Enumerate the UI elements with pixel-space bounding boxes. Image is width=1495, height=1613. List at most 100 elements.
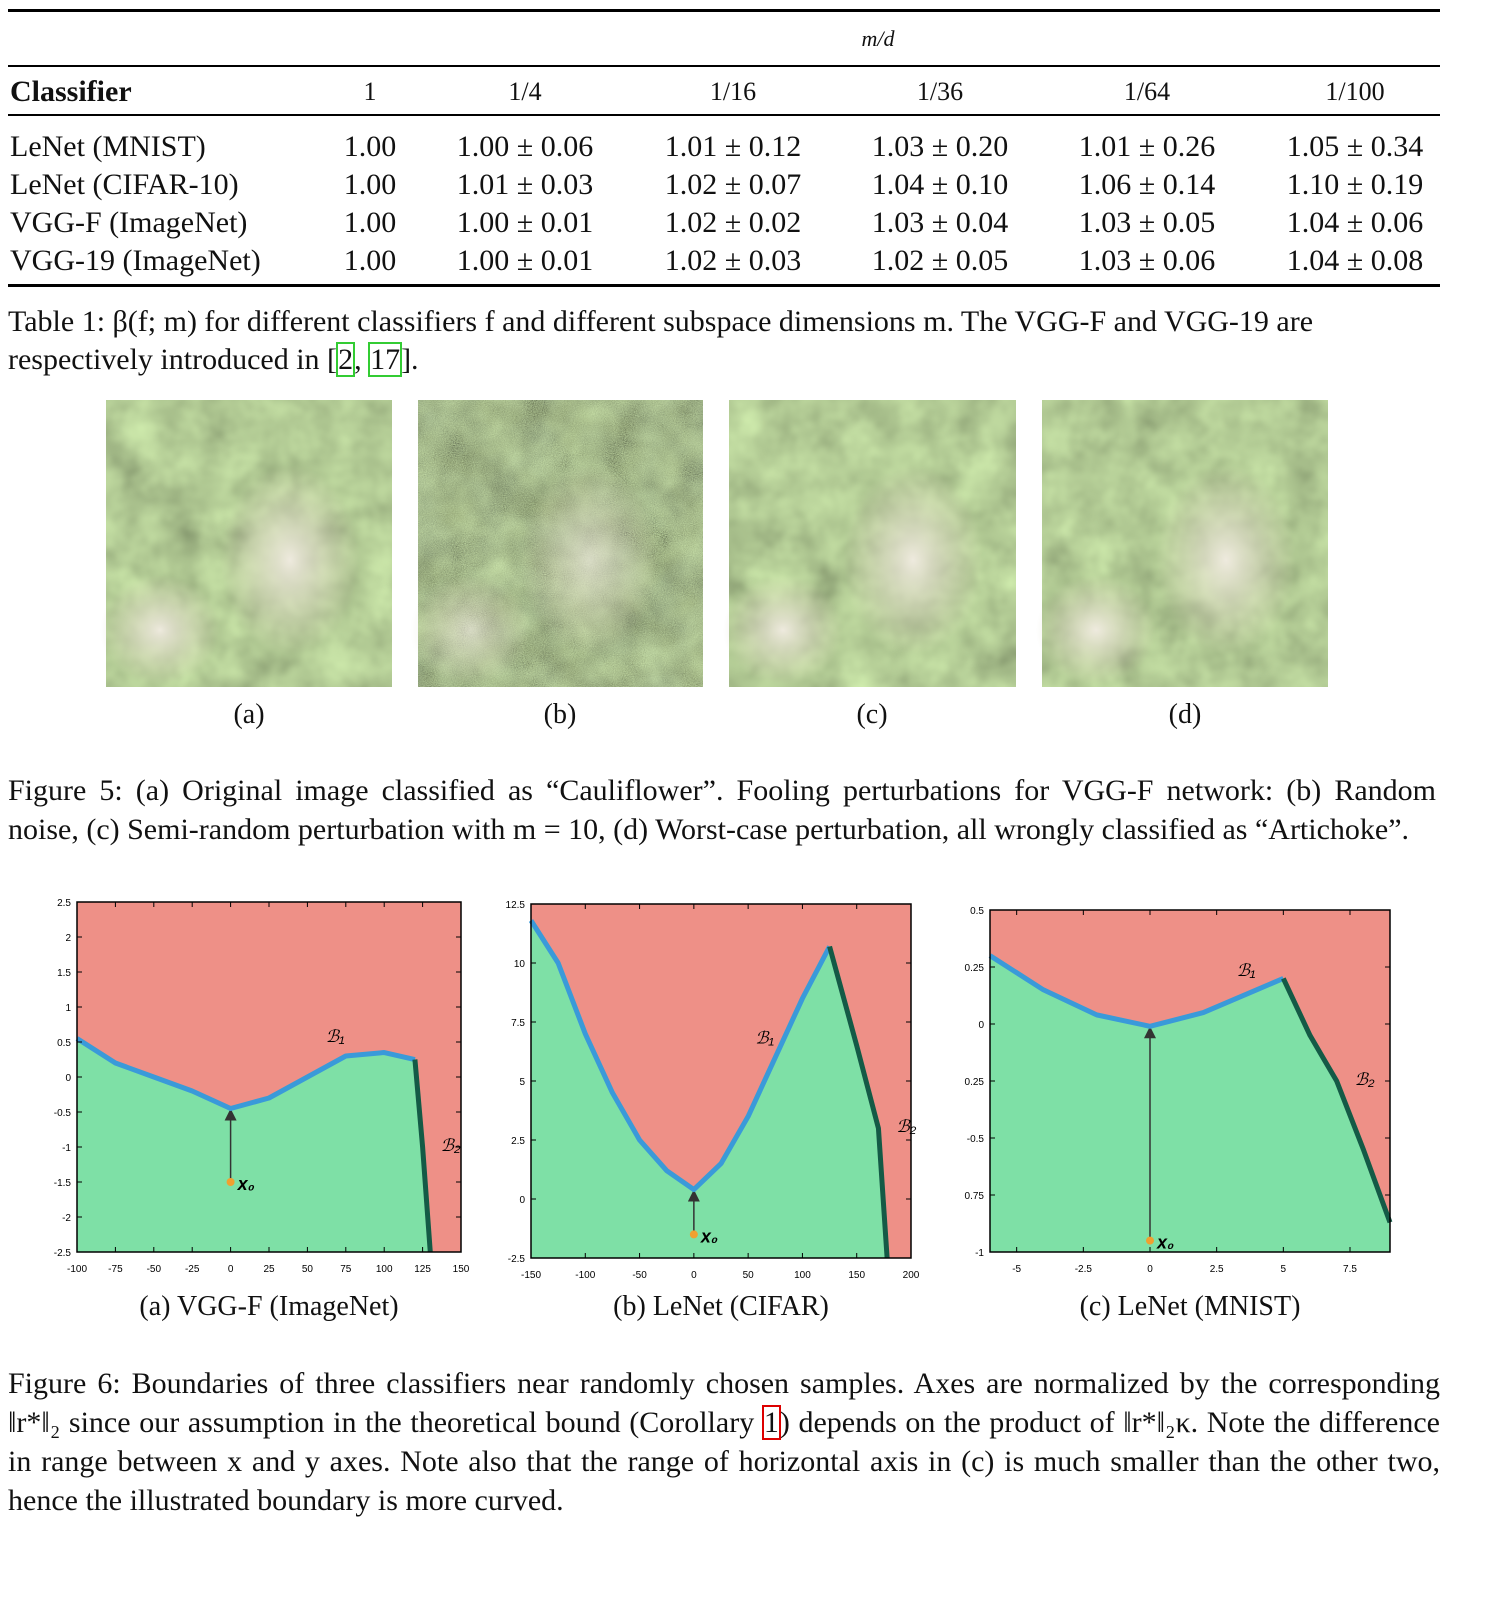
cell: 1.10 ± 0.19 — [1286, 168, 1424, 201]
boundary-curve — [1281, 977, 1393, 1224]
x-tick-label: 0 — [1147, 1264, 1153, 1275]
x-tick-label: -100 — [67, 1264, 87, 1275]
citation-link[interactable]: 1 — [761, 1405, 781, 1440]
y-tick-label: 2 — [65, 933, 71, 944]
cell: 1.00 ± 0.01 — [456, 244, 594, 277]
cell: 1.04 ± 0.06 — [1286, 206, 1424, 239]
caption-text: ]. — [401, 343, 419, 376]
image-b — [410, 400, 703, 687]
subcaption: (a) VGG-F (ImageNet) — [139, 1291, 399, 1322]
region-below — [77, 1038, 431, 1252]
region-below — [990, 955, 1390, 1252]
cell: 1.03 ± 0.05 — [1078, 206, 1216, 239]
cell: 1.03 ± 0.20 — [871, 130, 1009, 163]
point-label: x₀ — [237, 1174, 255, 1194]
group-label: m/d — [861, 26, 895, 51]
cell: 1.00 ± 0.01 — [456, 206, 594, 239]
citation-link[interactable]: 2 — [336, 342, 356, 377]
subcaption: (c) LeNet (MNIST) — [1079, 1291, 1301, 1322]
panel-label: (c) — [856, 699, 888, 730]
point-label: x₀ — [700, 1226, 718, 1246]
y-tick-label: 2.5 — [57, 898, 71, 909]
sample-point — [226, 1178, 235, 1186]
y-tick-label: 0 — [519, 1195, 525, 1206]
sample-point — [689, 1230, 698, 1239]
caption-text: Figure 6: Boundaries of three classifier… — [8, 1367, 1440, 1439]
mid-rule — [8, 114, 1440, 116]
x-tick-label: 50 — [302, 1264, 314, 1275]
boundary-label: ℬ₂ — [1355, 1070, 1375, 1089]
x-tick-label: 125 — [414, 1264, 431, 1275]
cell: 1.00 — [343, 244, 397, 277]
y-tick-label: -1.5 — [54, 1178, 72, 1189]
x-tick-label: 150 — [848, 1270, 865, 1281]
caption-text: ) depends on the product of ‖r*‖₂κ. Note… — [8, 1406, 1440, 1517]
cell: 1.02 ± 0.07 — [664, 168, 802, 201]
citation-link[interactable]: 17 — [368, 342, 403, 377]
caption-text: Table 1: β(f; m) for different classifie… — [8, 305, 1314, 376]
mid-rule — [8, 65, 1440, 67]
plot: ℬ₁ ℬ₂ x₀ -150 -100 -50 0 50 100 150 200 -2.5 0 2.5 5 7.… — [506, 900, 920, 1281]
y-tick-label: 0 — [978, 1020, 984, 1031]
x-tick-label: 100 — [376, 1264, 393, 1275]
panel-label: (a) — [233, 699, 265, 730]
cell: 1.02 ± 0.02 — [664, 206, 802, 239]
plot: ℬ₁ ℬ₂ x₀ -5 -2.5 0 2.5 5 7.5 -1 0.75 -0.5 0.25 0 0.25 0… — [965, 906, 1393, 1275]
y-tick-label: -0.5 — [967, 1134, 985, 1145]
x-tick-label: 75 — [340, 1264, 352, 1275]
y-tick-label: -0.5 — [54, 1108, 72, 1119]
cell: 1.01 ± 0.26 — [1078, 130, 1216, 163]
boundary-curve — [827, 945, 890, 1259]
row-label: VGG-19 (ImageNet) — [10, 244, 261, 277]
column-header: Classifier — [10, 75, 132, 108]
boundary-curve — [988, 953, 1285, 1029]
image-d — [1036, 400, 1328, 687]
panel-label: (d) — [1168, 699, 1202, 730]
table-caption: Table 1: β(f; m) for different classifie… — [8, 303, 1388, 379]
row-label: LeNet (CIFAR-10) — [10, 168, 239, 201]
bottom-rule — [8, 284, 1440, 287]
cell: 1.05 ± 0.34 — [1286, 130, 1424, 163]
figure5-caption: Figure 5: (a) Original image classified … — [8, 774, 1436, 846]
cell: 1.01 ± 0.12 — [664, 130, 802, 163]
sample-point — [1146, 1236, 1154, 1245]
y-tick-label: -2.5 — [54, 1248, 72, 1259]
x-tick-label: -50 — [632, 1270, 647, 1281]
boundary-label: ℬ₂ — [896, 1117, 916, 1136]
cell: 1.03 ± 0.06 — [1078, 244, 1216, 277]
row-label: VGG-F (ImageNet) — [10, 206, 248, 239]
cell: 1.01 ± 0.03 — [456, 168, 594, 201]
column-fraction: 1/100 — [1325, 77, 1385, 106]
y-tick-label: -2.5 — [508, 1254, 526, 1265]
x-tick-label: 200 — [903, 1270, 920, 1281]
x-tick-label: 100 — [794, 1270, 811, 1281]
x-tick-label: -75 — [108, 1264, 123, 1275]
column-fraction: 1/16 — [709, 77, 757, 106]
y-tick-label: -1 — [62, 1143, 71, 1154]
y-tick-label: 0 — [65, 1073, 71, 1084]
y-tick-label: 2.5 — [511, 1136, 525, 1147]
cell: 1.00 — [343, 130, 397, 163]
x-tick-label: -25 — [185, 1264, 200, 1275]
y-tick-label: 5 — [519, 1077, 525, 1088]
x-tick-label: -100 — [575, 1270, 595, 1281]
figure6-caption: Figure 6: Boundaries of three classifier… — [8, 1364, 1440, 1520]
column-fraction: 1/64 — [1123, 77, 1171, 106]
y-tick-label: 1.5 — [57, 968, 71, 979]
x-tick-label: 50 — [743, 1270, 755, 1281]
y-tick-label: -2 — [62, 1213, 71, 1224]
x-tick-label: -150 — [521, 1270, 541, 1281]
boundary-label: ℬ₂ — [441, 1136, 461, 1155]
x-tick-label: -2.5 — [1075, 1264, 1093, 1275]
y-tick-label: 0.5 — [970, 906, 984, 917]
column-fraction: 1/36 — [916, 77, 964, 106]
cell: 1.02 ± 0.05 — [871, 244, 1009, 277]
cell: 1.00 — [343, 206, 397, 239]
y-tick-label: 0.25 — [965, 963, 985, 974]
subcaption: (b) LeNet (CIFAR) — [613, 1291, 829, 1322]
cell: 1.03 ± 0.04 — [871, 206, 1009, 239]
y-tick-label: 0.25 — [965, 1077, 985, 1088]
x-tick-label: 5 — [1281, 1264, 1287, 1275]
x-tick-label: 0 — [691, 1270, 697, 1281]
